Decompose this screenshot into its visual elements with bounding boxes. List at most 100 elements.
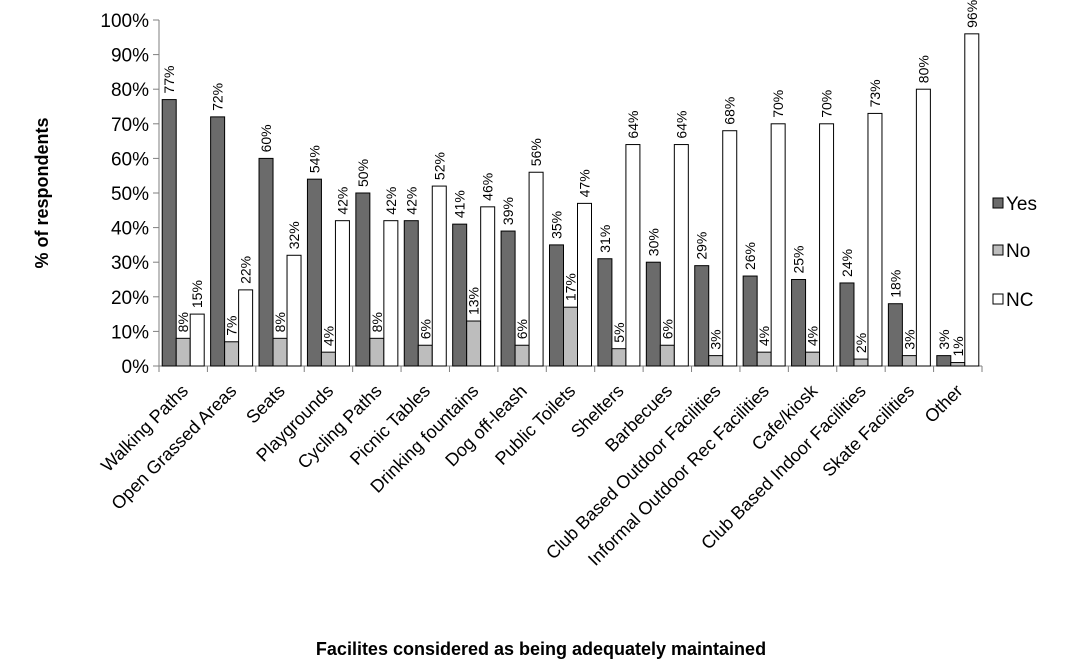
bar-yes-8 [501,231,515,366]
y-tick-label: 90% [111,46,149,67]
bar-nc-3 [287,255,301,366]
data-label-no-9: 17% [563,273,579,301]
data-label-no-2: 7% [224,316,240,336]
data-label-nc-17: 96% [964,0,980,28]
bar-yes-7 [453,224,467,366]
bar-yes-16 [888,304,902,366]
data-label-nc-15: 73% [867,79,883,107]
bar-nc-16 [916,89,930,366]
y-tick-label: 100% [100,11,149,32]
bar-yes-9 [550,245,564,366]
y-axis-title: % of respondents [32,117,52,268]
bar-no-3 [273,338,287,366]
bar-yes-11 [646,262,660,366]
data-label-nc-9: 47% [577,169,593,197]
bar-yes-12 [695,266,709,366]
bar-nc-9 [578,203,592,366]
y-tick-label: 20% [111,288,149,309]
bar-yes-2 [211,117,225,366]
data-label-yes-9: 35% [549,211,565,239]
data-label-nc-2: 22% [238,256,254,284]
y-axis: 0%10%20%30%40%50%60%70%80%90%100% [100,11,159,378]
bar-yes-6 [404,221,418,366]
data-label-no-8: 6% [514,319,530,339]
data-label-nc-14: 70% [819,90,835,118]
data-label-yes-8: 39% [500,197,516,225]
y-tick-label: 70% [111,115,149,136]
data-label-nc-5: 42% [383,187,399,215]
bar-yes-3 [259,158,273,366]
data-label-nc-11: 64% [673,111,689,139]
y-tick-label: 10% [111,322,149,343]
legend-swatch-nc [993,294,1003,304]
data-label-yes-14: 25% [791,245,807,273]
bar-no-6 [418,345,432,366]
bar-no-10 [612,349,626,366]
category-label-5: Cycling Paths [294,381,386,473]
bar-nc-12 [723,131,737,366]
data-label-no-7: 13% [466,287,482,315]
y-tick-label: 60% [111,149,149,170]
bar-no-1 [176,338,190,366]
data-label-no-17: 1% [950,336,966,356]
bar-no-4 [321,352,335,366]
data-label-no-10: 5% [611,322,627,342]
legend-label-no: No [1006,241,1030,262]
data-label-yes-6: 42% [403,187,419,215]
data-labels: 77% 8% 15% 72% 7% 22% 60% 8% 32% 54% 4% 42% 50% 8% 42%… [161,0,980,357]
y-tick-label: 40% [111,219,149,240]
bar-no-7 [467,321,481,366]
bar-yes-17 [937,356,951,366]
data-label-no-11: 6% [659,319,675,339]
data-label-yes-1: 77% [161,66,177,94]
bar-nc-1 [190,314,204,366]
y-tick-label: 50% [111,184,149,205]
category-label-17: Other [921,381,967,427]
x-axis-title: Facilites considered as being adequately… [316,639,766,659]
data-label-yes-11: 30% [645,228,661,256]
bar-no-8 [515,345,529,366]
data-label-nc-13: 70% [770,90,786,118]
bar-no-11 [660,345,674,366]
legend-label-nc: NC [1006,290,1033,311]
legend: Yes No NC [993,194,1037,311]
data-label-nc-6: 52% [431,152,447,180]
bar-no-9 [564,307,578,366]
bar-nc-4 [335,221,349,366]
bar-yes-4 [307,179,321,366]
data-label-nc-4: 42% [334,187,350,215]
data-label-no-16: 3% [901,329,917,349]
bar-no-2 [225,342,239,366]
y-tick-label: 30% [111,253,149,274]
data-label-nc-7: 46% [480,173,496,201]
bar-no-17 [951,363,965,366]
data-label-no-3: 8% [272,312,288,332]
bar-yes-15 [840,283,854,366]
bar-no-5 [370,338,384,366]
data-label-nc-3: 32% [286,221,302,249]
bar-nc-17 [965,34,979,366]
data-label-yes-10: 31% [597,225,613,253]
legend-swatch-no [993,245,1003,255]
data-label-yes-12: 29% [694,232,710,260]
legend-label-yes: Yes [1006,194,1037,215]
data-label-yes-2: 72% [210,83,226,111]
bar-no-12 [709,356,723,366]
data-label-no-13: 4% [756,326,772,346]
bar-nc-2 [239,290,253,366]
data-label-no-14: 4% [805,326,821,346]
data-label-yes-7: 41% [452,190,468,218]
y-tick-label: 0% [122,357,150,378]
bar-nc-11 [674,145,688,366]
data-label-nc-1: 15% [189,280,205,308]
bar-nc-15 [868,113,882,366]
data-label-yes-3: 60% [258,124,274,152]
data-label-no-6: 6% [417,319,433,339]
x-axis [159,366,982,372]
bar-nc-6 [432,186,446,366]
data-label-no-5: 8% [369,312,385,332]
data-label-yes-13: 26% [742,242,758,270]
bar-nc-5 [384,221,398,366]
bar-nc-10 [626,145,640,366]
